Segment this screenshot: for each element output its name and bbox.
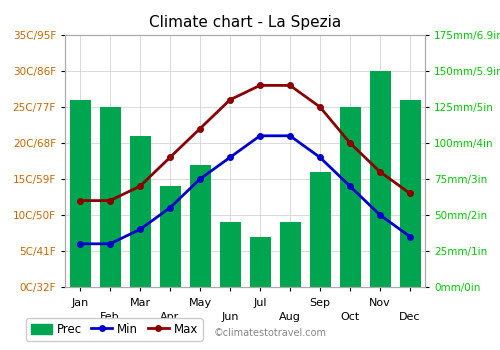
Bar xyxy=(340,107,360,287)
Text: Apr: Apr xyxy=(160,312,180,322)
Text: Jan: Jan xyxy=(72,298,88,308)
Bar xyxy=(250,237,270,287)
Legend: Prec, Min, Max: Prec, Min, Max xyxy=(26,318,203,341)
Bar xyxy=(280,222,300,287)
Bar xyxy=(370,71,390,287)
Bar xyxy=(190,164,210,287)
Bar xyxy=(70,100,90,287)
Bar xyxy=(130,136,150,287)
Text: Jul: Jul xyxy=(254,298,267,308)
Bar xyxy=(400,100,420,287)
Bar xyxy=(160,186,180,287)
Text: Nov: Nov xyxy=(369,298,391,308)
Text: Feb: Feb xyxy=(100,312,120,322)
Text: Jun: Jun xyxy=(221,312,239,322)
Text: May: May xyxy=(188,298,212,308)
Bar xyxy=(310,172,330,287)
Bar xyxy=(100,107,120,287)
Bar xyxy=(220,222,240,287)
Text: Sep: Sep xyxy=(310,298,330,308)
Text: Oct: Oct xyxy=(340,312,359,322)
Text: Dec: Dec xyxy=(399,312,421,322)
Text: Mar: Mar xyxy=(130,298,150,308)
Text: Aug: Aug xyxy=(279,312,301,322)
Title: Climate chart - La Spezia: Climate chart - La Spezia xyxy=(149,15,341,30)
Text: ©climatestotravel.com: ©climatestotravel.com xyxy=(214,328,326,338)
